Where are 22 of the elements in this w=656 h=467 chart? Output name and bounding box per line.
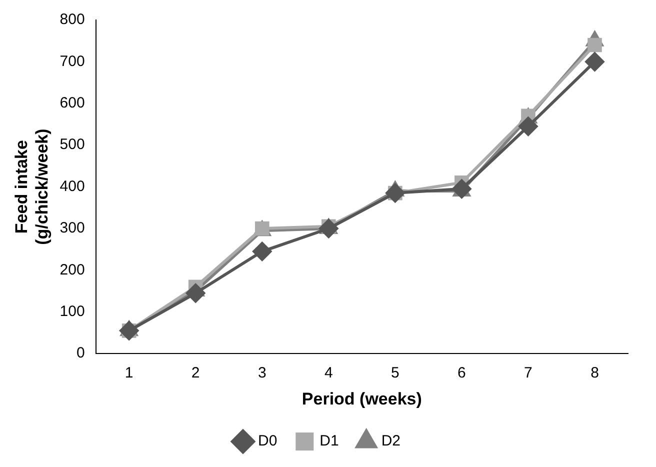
x-axis-title: Period (weeks): [302, 389, 422, 408]
x-tick-label: 4: [324, 364, 333, 382]
y-tick-label: 100: [60, 303, 85, 320]
y-tick-label: 300: [60, 220, 85, 237]
x-tick-label: 1: [124, 364, 134, 382]
y-tick-label: 800: [60, 11, 85, 28]
x-tick-label: 5: [391, 364, 400, 382]
y-tick-label: 700: [60, 52, 85, 70]
y-axis-title: Feed intake (g/chick/week): [12, 128, 52, 245]
y-tick-label: 0: [76, 344, 85, 362]
x-tick-label: 3: [258, 364, 266, 382]
y-tick-label: 600: [60, 94, 85, 112]
legend-label: D2: [381, 432, 401, 450]
x-tick-label: 7: [524, 364, 532, 382]
y-tick-label: 400: [60, 178, 85, 195]
x-tick-label: 2: [191, 364, 200, 382]
y-tick-label: 200: [60, 261, 85, 278]
legend-label: D0: [258, 432, 278, 450]
x-tick-label: 8: [590, 364, 599, 382]
legend-label: D1: [320, 432, 339, 450]
x-tick-label: 6: [458, 364, 466, 382]
y-tick-label: 500: [60, 136, 85, 154]
